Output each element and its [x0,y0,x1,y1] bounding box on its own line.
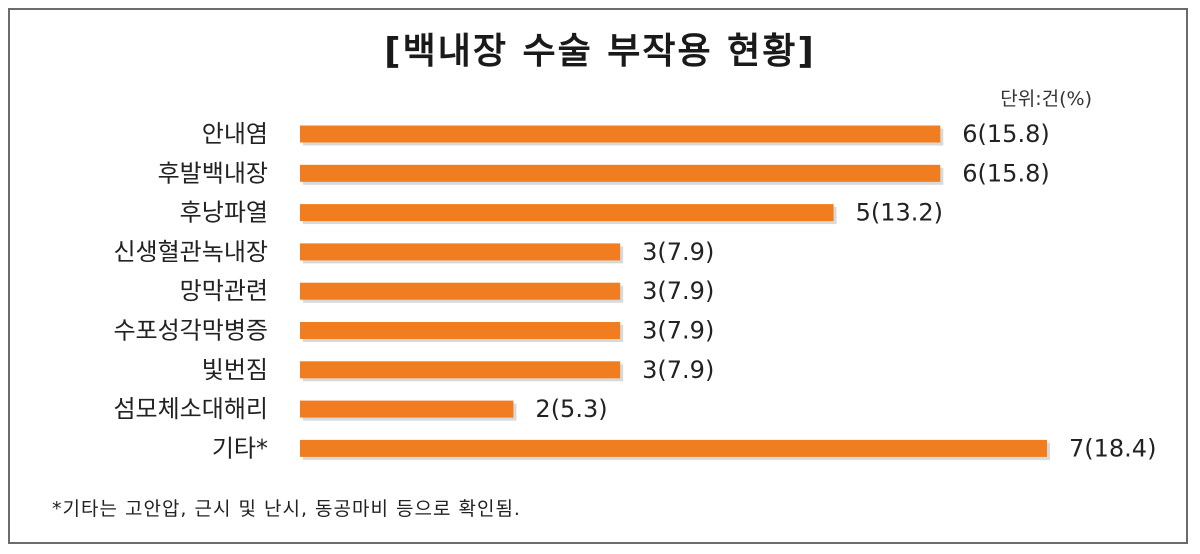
bar [300,400,514,418]
bar [300,125,941,143]
bar [300,164,941,182]
category-label: 기타* [212,434,268,462]
category-label: 신생혈관녹내장 [113,238,268,266]
chart-title: [백내장 수술 부작용 현황] [384,31,816,72]
category-label: 망막관련 [180,277,268,305]
data-label: 2(5.3) [535,395,607,423]
data-label: 3(7.9) [642,277,714,305]
category-label: 섬모체소대해리 [113,395,268,423]
data-label: 5(13.2) [856,199,943,227]
unit-label: 단위:건(%) [1000,88,1092,110]
bar [300,322,621,339]
data-label: 3(7.9) [642,356,714,384]
category-label: 수포성각막병증 [113,317,268,345]
bar [300,204,834,222]
bar [300,361,621,379]
bar [300,439,1047,457]
bar [300,282,621,300]
category-label: 안내염 [202,120,268,148]
data-label: 6(15.8) [962,159,1049,187]
category-label: 후낭파열 [180,199,268,227]
category-label: 후발백내장 [158,159,268,187]
footnote: *기타는 고안압, 근시 및 난시, 동공마비 등으로 확인됨. [52,498,521,520]
category-label: 빛번짐 [202,356,268,384]
data-label: 3(7.9) [642,238,714,266]
data-label: 7(18.4) [1069,434,1156,462]
data-label: 3(7.9) [642,317,714,345]
data-label: 6(15.8) [962,120,1049,148]
bar [300,243,621,261]
